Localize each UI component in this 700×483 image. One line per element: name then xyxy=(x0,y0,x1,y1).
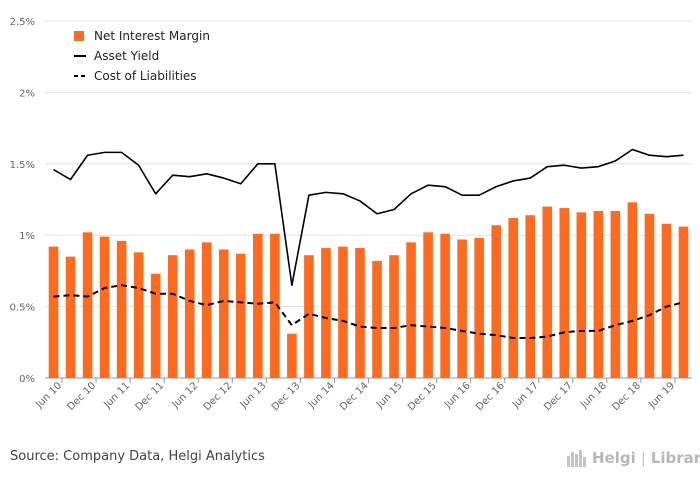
x-tick-label: Dec 17 xyxy=(542,380,575,413)
cost-of-liabilities-line xyxy=(53,284,684,340)
x-tick-label: Dec 12 xyxy=(202,380,235,413)
x-tick-label: Dec 14 xyxy=(338,380,371,413)
x-tick-label: Jun 17 xyxy=(510,380,541,411)
nim-bar xyxy=(457,239,467,378)
nim-bar xyxy=(491,225,501,378)
x-tick-label: Jun 10 xyxy=(33,380,64,411)
x-tick-label: Jun 15 xyxy=(374,380,405,411)
nim-bar xyxy=(236,253,246,378)
legend-label: Cost of Liabilities xyxy=(94,69,197,83)
x-tick-label: Jun 12 xyxy=(170,380,201,411)
source-note: Source: Company Data, Helgi Analytics xyxy=(10,449,265,464)
y-tick-label: 0% xyxy=(19,374,35,385)
nim-bar xyxy=(661,223,672,378)
nim-bar xyxy=(423,232,433,378)
nim-bar xyxy=(304,255,314,378)
x-tick-label: Dec 13 xyxy=(270,380,303,413)
y-tick-label: 2% xyxy=(19,88,35,99)
brand-logo: Helgi|Library xyxy=(566,446,700,470)
x-tick-label: Jun 11 xyxy=(101,380,132,411)
nim-bar xyxy=(406,242,416,378)
nim-bar xyxy=(201,242,212,378)
nim-bar xyxy=(355,248,365,378)
nim-bar xyxy=(508,218,519,378)
x-tick-label: Jun 19 xyxy=(646,380,677,411)
y-tick-label: 0.5% xyxy=(10,303,35,314)
nim-bar xyxy=(576,212,587,378)
x-tick-label: Jun 14 xyxy=(306,380,337,411)
nim-bar xyxy=(644,213,655,378)
brand-separator: | xyxy=(640,449,646,467)
asset-yield-line xyxy=(53,148,684,286)
nim-bar xyxy=(133,252,144,378)
nim-bar xyxy=(610,210,621,378)
x-tick-label: Jun 18 xyxy=(578,380,609,411)
nim-bar xyxy=(48,246,59,378)
x-tick-label: Dec 11 xyxy=(134,380,167,413)
x-tick-label: Dec 10 xyxy=(65,380,98,413)
nim-bar xyxy=(627,202,638,378)
y-tick-label: 1.5% xyxy=(10,160,35,171)
nim-bar xyxy=(270,233,280,378)
nim-bar xyxy=(253,233,263,378)
nim-bar xyxy=(65,256,76,378)
nim-bar xyxy=(474,238,484,378)
nim-bar xyxy=(525,215,536,378)
brand-name-part2: Library xyxy=(650,449,700,467)
x-tick-label: Dec 15 xyxy=(406,380,439,413)
nim-bar xyxy=(678,226,689,378)
legend-swatch-nim xyxy=(74,31,84,41)
nim-bar xyxy=(287,333,297,378)
legend-label: Net Interest Margin xyxy=(94,29,210,43)
nim-bar xyxy=(116,240,127,378)
nim-bar xyxy=(440,233,450,378)
nim-bar xyxy=(218,249,229,378)
library-icon xyxy=(567,450,586,467)
nim-bar xyxy=(389,255,399,378)
nim-bar xyxy=(167,255,178,378)
nim-bar xyxy=(559,208,570,378)
nim-bar xyxy=(372,260,382,378)
brand-name-part1: Helgi xyxy=(592,449,636,467)
nim-bar xyxy=(338,246,348,378)
x-tick-label: Dec 18 xyxy=(610,380,643,413)
x-tick-label: Jun 16 xyxy=(442,380,473,411)
nim-bar xyxy=(542,206,553,378)
nim-bar xyxy=(99,236,110,378)
y-tick-label: 1% xyxy=(19,231,35,242)
legend-label: Asset Yield xyxy=(94,49,159,63)
nim-bar xyxy=(82,232,93,378)
nim-bar xyxy=(150,273,161,378)
x-tick-label: Dec 16 xyxy=(474,380,507,413)
y-tick-label: 2.5% xyxy=(10,17,35,28)
nim-bar xyxy=(184,249,195,378)
nim-bar xyxy=(321,248,331,378)
x-tick-label: Jun 13 xyxy=(238,380,269,411)
nim-bar xyxy=(593,210,604,378)
